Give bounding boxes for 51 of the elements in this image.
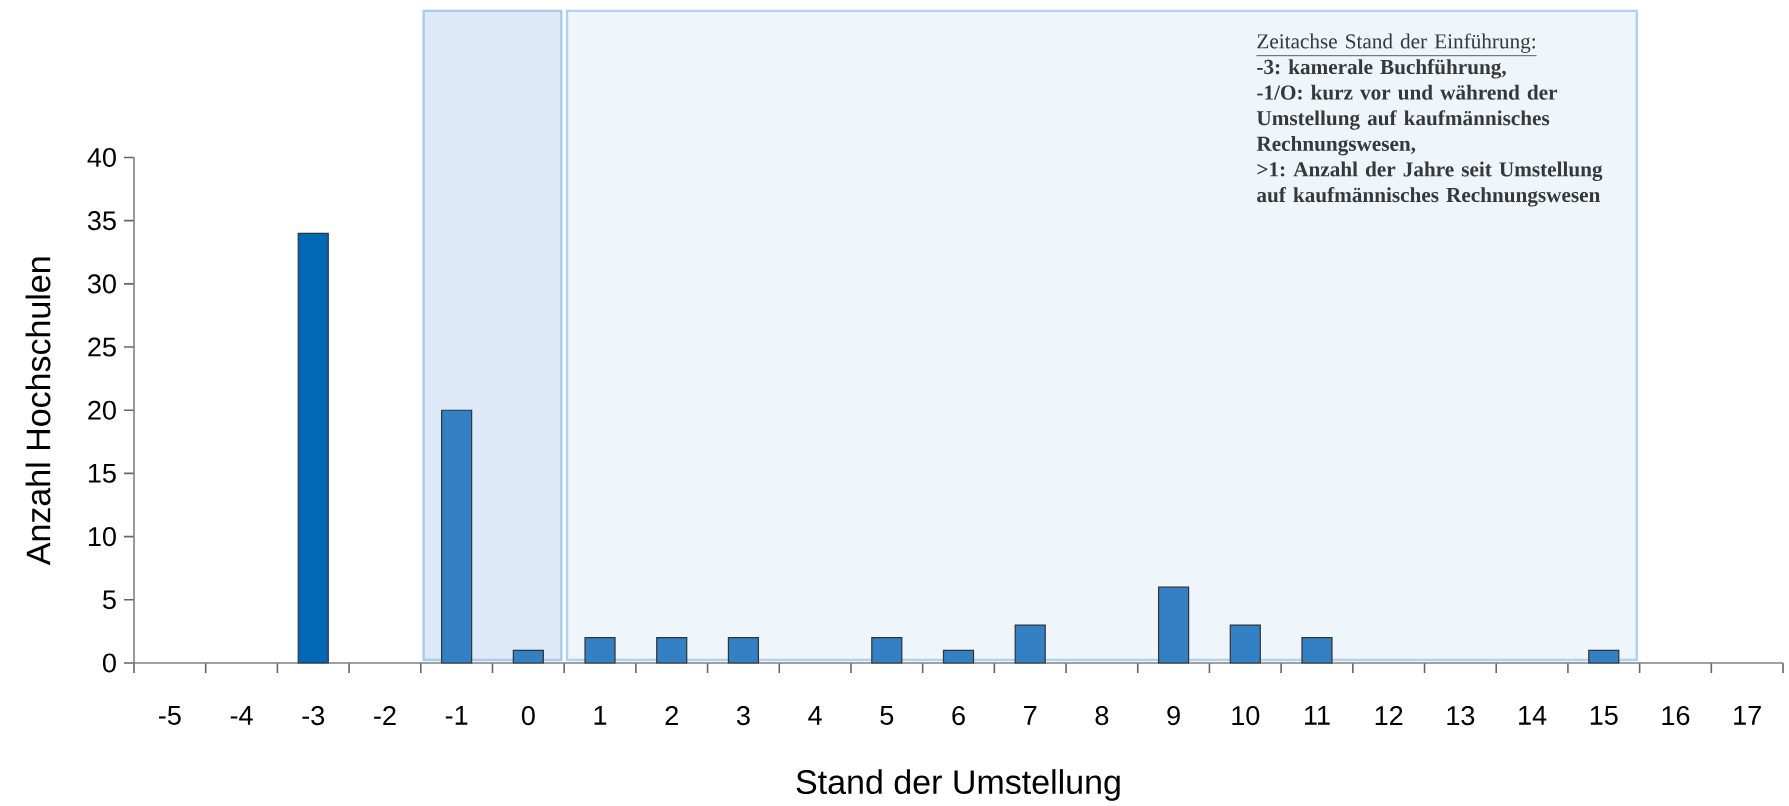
x-tick-label: -1 [445,706,468,725]
x-tick-label: 14 [1519,706,1547,725]
x-tick-label: 3 [736,706,750,726]
x-tick-label: 12 [1375,706,1403,725]
bar [1588,649,1620,664]
y-tick-label: 0 [102,653,116,673]
x-tick-label: 15 [1590,706,1618,725]
bar [1158,586,1190,664]
x-tick-label: 6 [952,706,965,726]
annotation: >1: Anzahl der Jahre seit Umstellung auf kaufmännisches Rechnungswesen [1257,161,1603,207]
bar [871,637,903,664]
x-tick-label: 9 [1167,706,1180,726]
bar [441,409,473,664]
text: Zeitachse Stand der Einführung: [1257,33,1535,53]
x-tick-label: 13 [1447,706,1475,726]
x-tick-label: 7 [1024,706,1037,725]
x-tick-label: 4 [808,706,822,725]
bar [727,637,760,664]
x-tick-label: 8 [1095,706,1109,726]
x-tick-label: -2 [374,706,396,725]
x-tick-label: 11 [1305,706,1330,725]
x-tick-label: 10 [1232,706,1260,726]
text: -1/O: kurz vor und während der Umstellung auf kaufmännisches Rechnungswesen, [1256,84,1558,156]
y-tick-label: 5 [102,590,116,610]
x-tick-label: 2 [665,706,678,725]
bar [656,637,688,664]
bar [584,637,616,664]
bar [1014,624,1046,664]
y-tick-label: 15 [88,464,116,483]
y-tick-label: 40 [87,147,116,168]
bar [942,649,975,664]
x-axis-title: Stand der Umstellung [796,769,1120,801]
bar [512,649,544,664]
y-axis-title: Anzahl Hochschulen [25,257,51,566]
text: -3: kamerale Buchführung, [1257,58,1506,79]
x-tick-label: 16 [1662,706,1690,726]
y-tick-label: 20 [88,400,116,420]
x-tick-label: 1 [594,706,607,725]
x-tick-label: -5 [159,706,181,725]
bar [1229,624,1261,664]
x-tick-label: 17 [1734,706,1761,725]
bar [297,232,329,664]
y-tick-label: 10 [88,527,116,547]
x-tick-label: 5 [880,706,894,725]
y-tick-label: 30 [87,274,116,294]
x-tick-label: -4 [230,706,253,725]
y-tick-label: 35 [87,211,116,231]
bar [1301,637,1333,664]
x-tick-label: 0 [521,706,535,726]
y-tick-label: 25 [88,337,116,357]
x-tick-label: -3 [302,706,325,726]
